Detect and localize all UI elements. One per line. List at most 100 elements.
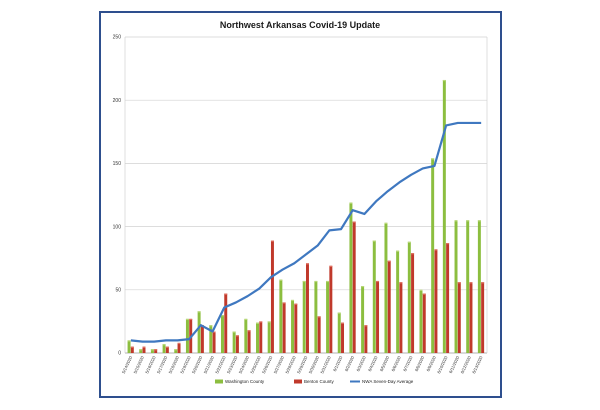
bar-cap: [396, 250, 400, 252]
legend-bar-swatch: [294, 379, 302, 384]
bar-washington: [174, 349, 178, 353]
x-tick-label: 6/2/2020: [344, 355, 356, 372]
x-tick-label: 6/4/2020: [367, 355, 379, 372]
bar-cap: [256, 322, 259, 324]
bar-washington: [326, 280, 330, 353]
bar-washington: [291, 299, 295, 353]
bar-cap: [267, 321, 271, 323]
x-tick-label: 6/9/2020: [425, 355, 437, 372]
bar-cap: [306, 263, 309, 265]
bar-cap: [150, 349, 154, 351]
bar-cap: [329, 265, 333, 267]
y-tick-label: 200: [113, 98, 122, 104]
bar-benton: [399, 282, 403, 353]
bar-cap: [376, 280, 380, 283]
bar-washington: [197, 311, 201, 353]
bar-washington: [162, 344, 166, 353]
bar-washington: [419, 289, 423, 353]
bar-benton: [434, 249, 438, 353]
x-tick-label: 5/16/2020: [144, 355, 157, 375]
bar-cap: [244, 318, 248, 321]
bar-cap: [446, 243, 450, 245]
bar-benton: [247, 330, 251, 353]
bar-washington: [256, 322, 259, 353]
bar-cap: [314, 280, 318, 283]
bar-benton: [317, 316, 321, 353]
bar-cap: [224, 293, 228, 295]
bar-benton: [212, 331, 216, 353]
bar-cap: [419, 289, 423, 291]
x-tick-label: 6/13/2020: [471, 355, 484, 375]
bar-washington: [349, 202, 353, 353]
bar-washington: [384, 222, 388, 353]
x-tick-label: 5/24/2020: [238, 355, 251, 375]
bar-cap: [209, 325, 213, 327]
bar-cap: [317, 316, 321, 318]
bar-washington: [466, 220, 470, 353]
bar-cap: [162, 344, 166, 346]
bar-benton: [235, 335, 239, 353]
bar-washington: [396, 250, 400, 353]
bar-benton: [200, 325, 204, 353]
x-tick-label: 5/15/2020: [133, 355, 146, 375]
bar-benton: [411, 253, 415, 353]
bar-washington: [185, 318, 189, 353]
bar-cap: [431, 158, 435, 160]
bar-benton: [341, 322, 345, 353]
bar-benton: [282, 302, 286, 353]
bar-benton: [270, 240, 274, 353]
bar-benton: [364, 325, 368, 353]
x-tick-label: 6/8/2020: [414, 355, 426, 372]
bar-washington: [302, 280, 306, 353]
line-seven-day-average: [130, 121, 482, 343]
bar-cap: [326, 280, 330, 283]
bar-washington: [372, 240, 376, 353]
bar-cap: [364, 325, 368, 327]
x-tick-label: 5/30/2020: [308, 355, 321, 375]
bar-washington: [314, 280, 318, 353]
bar-benton: [142, 346, 146, 353]
legend-label: Washington County: [225, 379, 265, 384]
x-tick-label: 5/31/2020: [319, 355, 332, 375]
bar-cap: [337, 312, 341, 314]
bar-cap: [422, 293, 426, 295]
bar-cap: [481, 282, 485, 284]
bar-benton: [329, 265, 333, 353]
bar-benton: [259, 321, 263, 353]
bar-washington: [220, 315, 224, 353]
x-tick-label: 6/6/2020: [390, 355, 402, 372]
bar-cap: [247, 330, 251, 332]
bar-benton: [154, 349, 158, 353]
bar-cap: [282, 302, 286, 304]
bar-cap: [457, 282, 461, 284]
bar-benton: [481, 282, 485, 353]
bar-cap: [469, 282, 473, 284]
bar-cap: [189, 318, 193, 321]
bar-cap: [294, 303, 298, 305]
bar-cap: [279, 279, 283, 281]
bar-cap: [142, 346, 146, 348]
legend-bar-swatch: [215, 379, 223, 384]
bar-cap: [232, 331, 236, 333]
x-tick-label: 5/17/2020: [156, 355, 169, 375]
bar-cap: [442, 79, 446, 82]
bar-cap: [139, 349, 143, 351]
bar-benton: [469, 282, 473, 353]
x-tick-label: 6/1/2020: [332, 355, 344, 372]
bar-cap: [130, 346, 134, 348]
bar-benton: [130, 346, 134, 353]
bar-cap: [235, 335, 239, 337]
bar-cap: [399, 282, 403, 284]
y-tick-label: 0: [118, 351, 121, 357]
bar-cap: [411, 253, 415, 255]
bar-cap: [174, 349, 178, 351]
bar-benton: [387, 260, 391, 353]
bar-cap: [387, 260, 391, 262]
bar-washington: [267, 321, 271, 353]
bar-cap: [220, 315, 224, 317]
x-tick-label: 5/18/2020: [168, 355, 181, 375]
bar-benton: [177, 342, 181, 353]
bar-cap: [291, 299, 295, 302]
bar-washington: [209, 325, 213, 353]
bar-cap: [407, 241, 411, 243]
